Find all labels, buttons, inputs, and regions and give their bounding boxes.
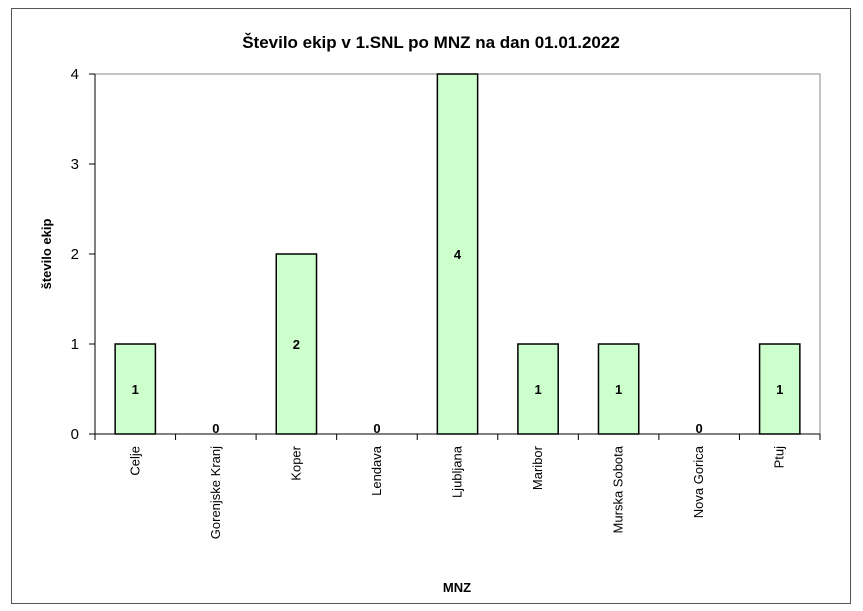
y-ticks: 0 1 2 3 4 [71, 66, 95, 443]
x-tick-label: Celje [127, 446, 142, 476]
x-tick-label: Koper [288, 445, 303, 480]
data-label: 4 [454, 247, 462, 262]
x-tick-label: Gorenjske Kranj [208, 446, 223, 539]
x-tick-label: Nova Gorica [691, 445, 706, 518]
x-tick-label: Murska Sobota [611, 445, 626, 533]
y-axis-title: število ekip [39, 219, 54, 290]
x-tick-label: Ptuj [772, 446, 787, 469]
x-tick-label: Ljubljana [450, 445, 465, 498]
data-label: 0 [212, 421, 219, 436]
data-label: 1 [615, 382, 622, 397]
x-tick-label: Maribor [530, 445, 545, 490]
bar-ljubljana [436, 73, 479, 435]
y-tick-label: 3 [71, 156, 79, 173]
data-label: 1 [534, 382, 541, 397]
y-tick-label: 4 [71, 66, 79, 83]
data-label: 1 [776, 382, 783, 397]
x-tick-label: Lendava [369, 445, 384, 496]
x-ticks: Celje Gorenjske Kranj Koper Lendava Ljubljan… [94, 434, 821, 539]
bar-celje [114, 343, 157, 435]
data-label: 0 [696, 421, 703, 436]
data-label: 0 [373, 421, 380, 436]
bar-maribor [517, 343, 559, 435]
y-tick-label: 0 [71, 426, 79, 443]
bar-ptuj [758, 343, 801, 435]
chart-title: Število ekip v 1.SNL po MNZ na dan 01.01… [242, 33, 620, 52]
y-tick-label: 2 [71, 246, 79, 263]
x-axis-title: MNZ [443, 580, 471, 595]
bars: 1 0 2 0 4 1 1 0 1 [114, 73, 801, 436]
data-label: 2 [293, 337, 300, 352]
data-label: 1 [132, 382, 139, 397]
y-tick-label: 1 [71, 336, 79, 353]
bar-koper [275, 253, 318, 435]
bar-murska-sobota [597, 343, 640, 435]
